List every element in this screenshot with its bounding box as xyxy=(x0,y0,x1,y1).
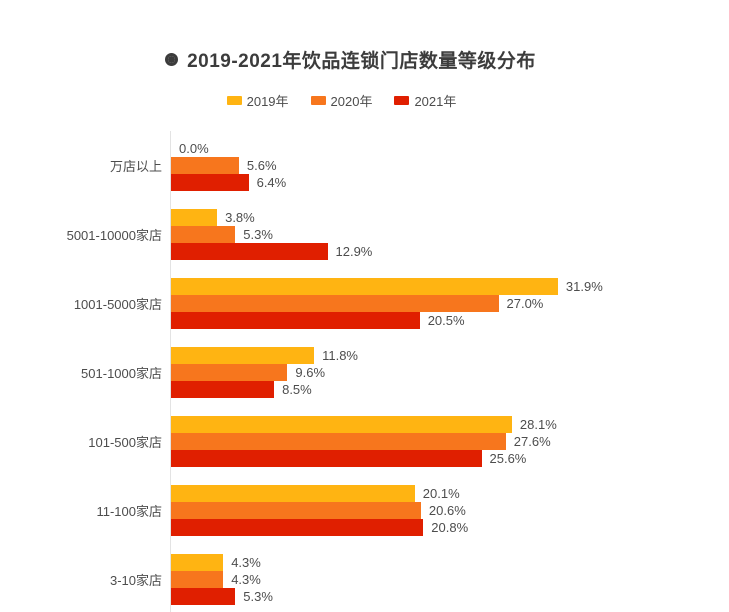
value-label: 0.0% xyxy=(179,141,209,156)
bar-2020[interactable] xyxy=(171,226,236,243)
bar-2020[interactable] xyxy=(171,502,421,519)
bar-stack: 31.9% 27.0% 20.5% xyxy=(170,269,729,338)
bar-2021[interactable] xyxy=(171,519,424,536)
value-label: 20.5% xyxy=(427,313,465,328)
value-label: 20.6% xyxy=(428,503,466,518)
bar-group-3-10: 3-10家店 4.3% 4.3% 5.3% xyxy=(0,545,729,612)
chart-title-row: 2019-2021年饮品连锁门店数量等级分布 xyxy=(0,46,729,73)
category-label: 3-10家店 xyxy=(109,573,162,588)
bar-chart: 万店以上 0.0% 5.6% 6.4% 5001-10000家店 3.8% 5.… xyxy=(0,131,729,612)
legend-swatch-2021 xyxy=(394,96,410,105)
bar-group-5001-10000: 5001-10000家店 3.8% 5.3% 12.9% xyxy=(0,200,729,269)
category-label: 101-500家店 xyxy=(88,435,162,450)
bar-stack: 0.0% 5.6% 6.4% xyxy=(170,131,729,200)
bar-2020[interactable] xyxy=(171,157,239,174)
value-label: 6.4% xyxy=(256,175,287,190)
bar-stack: 3.8% 5.3% 12.9% xyxy=(170,200,729,269)
bar-group-11-100: 11-100家店 20.1% 20.6% 20.8% xyxy=(0,476,729,545)
value-label: 31.9% xyxy=(565,279,603,294)
category-label: 1001-5000家店 xyxy=(73,297,162,312)
category-label: 11-100家店 xyxy=(96,504,162,519)
value-label: 9.6% xyxy=(295,365,326,380)
value-label: 5.3% xyxy=(243,227,273,242)
value-label: 8.5% xyxy=(282,382,312,397)
bar-group-501-1000: 501-1000家店 11.8% 9.6% 8.5% xyxy=(0,338,729,407)
bar-group-101-500: 101-500家店 28.1% 27.6% 25.6% xyxy=(0,407,729,476)
bar-2020[interactable] xyxy=(171,571,224,588)
value-label: 11.8% xyxy=(322,348,358,363)
bar-stack: 20.1% 20.6% 20.8% xyxy=(170,476,729,545)
bar-stack: 28.1% 27.6% 25.6% xyxy=(170,407,729,476)
value-label: 20.1% xyxy=(422,486,460,501)
bar-2019[interactable] xyxy=(171,278,558,295)
bar-2021[interactable] xyxy=(171,243,328,260)
value-label: 4.3% xyxy=(231,572,261,587)
legend-swatch-2019 xyxy=(226,96,242,105)
chart-title: 2019-2021年饮品连锁门店数量等级分布 xyxy=(187,51,536,72)
bar-stack: 11.8% 9.6% 8.5% xyxy=(170,338,729,407)
value-label: 27.0% xyxy=(506,296,544,311)
value-label: 5.6% xyxy=(246,158,277,173)
legend-swatch-2020 xyxy=(310,96,326,105)
bar-2021[interactable] xyxy=(171,312,420,329)
category-label: 501-1000家店 xyxy=(81,366,162,381)
bar-group-10000plus: 万店以上 0.0% 5.6% 6.4% xyxy=(0,131,729,200)
value-label: 28.1% xyxy=(519,417,557,432)
bullseye-icon xyxy=(165,53,179,66)
bar-2019[interactable] xyxy=(171,485,415,502)
value-label: 20.8% xyxy=(431,520,469,535)
bar-2021[interactable] xyxy=(171,588,236,605)
legend-item-2020[interactable]: 2020年 xyxy=(310,91,373,110)
bar-2020[interactable] xyxy=(171,433,506,450)
bar-2019[interactable] xyxy=(171,554,224,571)
legend-item-2021[interactable]: 2021年 xyxy=(394,91,456,110)
legend-item-2019[interactable]: 2019年 xyxy=(226,91,289,110)
value-label: 5.3% xyxy=(243,589,273,604)
bar-2020[interactable] xyxy=(171,364,288,381)
legend-label-2021: 2021年 xyxy=(414,94,457,109)
bar-2021[interactable] xyxy=(171,450,482,467)
legend-label-2019: 2019年 xyxy=(246,94,289,109)
bar-stack: 4.3% 4.3% 5.3% xyxy=(170,545,729,612)
bar-group-1001-5000: 1001-5000家店 31.9% 27.0% 20.5% xyxy=(0,269,729,338)
value-label: 3.8% xyxy=(225,210,255,225)
bar-2019[interactable] xyxy=(171,416,512,433)
bar-2021[interactable] xyxy=(171,174,249,191)
value-label: 4.3% xyxy=(231,555,261,570)
category-label: 万店以上 xyxy=(109,159,162,174)
legend-label-2020: 2020年 xyxy=(330,94,373,109)
bar-2019[interactable] xyxy=(171,209,218,226)
legend: 2019年 2020年 2021年 xyxy=(0,91,729,110)
bar-2021[interactable] xyxy=(171,381,275,398)
bar-2020[interactable] xyxy=(171,295,499,312)
category-label: 5001-10000家店 xyxy=(66,228,162,243)
value-label: 25.6% xyxy=(489,451,527,466)
value-label: 12.9% xyxy=(335,244,373,259)
bar-2019[interactable] xyxy=(171,347,315,364)
value-label: 27.6% xyxy=(513,434,551,449)
